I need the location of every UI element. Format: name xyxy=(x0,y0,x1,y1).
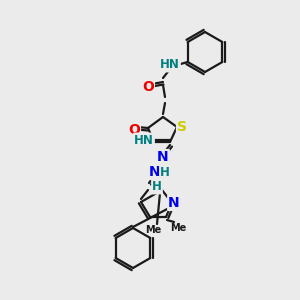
Text: N: N xyxy=(168,196,180,210)
Text: Me: Me xyxy=(145,225,161,235)
Text: HN: HN xyxy=(134,134,154,146)
Text: N: N xyxy=(149,165,161,179)
Text: S: S xyxy=(177,120,187,134)
Text: N: N xyxy=(157,150,169,164)
Text: HN: HN xyxy=(160,58,180,71)
Text: H: H xyxy=(152,181,162,194)
Text: O: O xyxy=(142,80,154,94)
Text: H: H xyxy=(160,166,170,178)
Text: Me: Me xyxy=(170,223,186,233)
Text: O: O xyxy=(128,123,140,137)
